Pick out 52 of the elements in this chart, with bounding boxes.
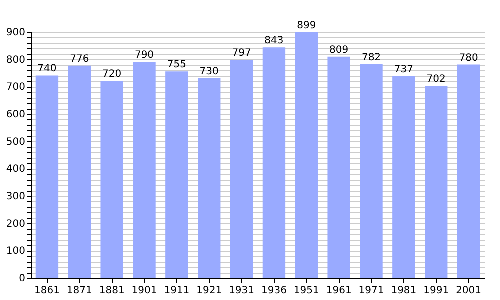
y-tick-label: 0 [19, 274, 26, 284]
bar [36, 76, 59, 278]
bar [392, 76, 416, 278]
x-tick-label: 1881 [99, 286, 125, 296]
data-label: 702 [426, 74, 446, 86]
y-tick-label: 800 [6, 54, 26, 66]
bar [198, 78, 221, 278]
x-tick-label: 1901 [132, 286, 158, 296]
bar [68, 66, 91, 278]
y-tick-label: 300 [6, 192, 26, 202]
data-label: 730 [200, 66, 219, 78]
x-tick-label: 1936 [261, 286, 287, 296]
x-tick-label: 1861 [34, 286, 60, 296]
data-label: 782 [362, 52, 382, 64]
data-label: 755 [167, 60, 186, 71]
x-tick-label: 1991 [424, 286, 450, 296]
y-tick-label: 100 [6, 246, 26, 258]
y-tick-label: 900 [6, 28, 26, 38]
bar [100, 81, 124, 278]
bar [133, 62, 156, 278]
x-tick-label: 1921 [196, 286, 222, 296]
data-label: 776 [70, 54, 90, 65]
data-label: 843 [264, 36, 284, 47]
bar [230, 60, 254, 278]
y-tick-label: 600 [6, 110, 26, 120]
data-label: 790 [134, 50, 154, 62]
bar [262, 48, 286, 278]
x-tick-label: 1931 [229, 286, 255, 296]
x-tick-label: 1951 [294, 286, 320, 296]
x-tick-label: 2001 [456, 286, 482, 296]
y-tick-label: 700 [6, 82, 26, 94]
y-tick-label: 400 [6, 164, 26, 176]
x-tick-label: 1961 [326, 286, 352, 296]
x-tick-label: 1981 [391, 286, 417, 296]
data-label: 780 [459, 52, 478, 64]
bar [425, 86, 448, 278]
data-label: 797 [232, 48, 252, 60]
x-tick-label: 1911 [164, 286, 190, 296]
bar [457, 64, 480, 278]
bar [166, 72, 188, 278]
y-tick-label: 200 [6, 218, 26, 230]
bar [295, 32, 318, 278]
data-label: 740 [38, 64, 57, 75]
data-label: 809 [330, 44, 349, 56]
x-tick-label: 1871 [66, 286, 92, 296]
data-label: 737 [394, 64, 414, 76]
y-tick-label: 500 [6, 136, 26, 148]
data-label: 720 [102, 69, 122, 80]
data-label: 899 [297, 20, 316, 32]
bar [360, 64, 383, 278]
x-tick-label: 1971 [358, 286, 384, 296]
bar [328, 56, 350, 278]
